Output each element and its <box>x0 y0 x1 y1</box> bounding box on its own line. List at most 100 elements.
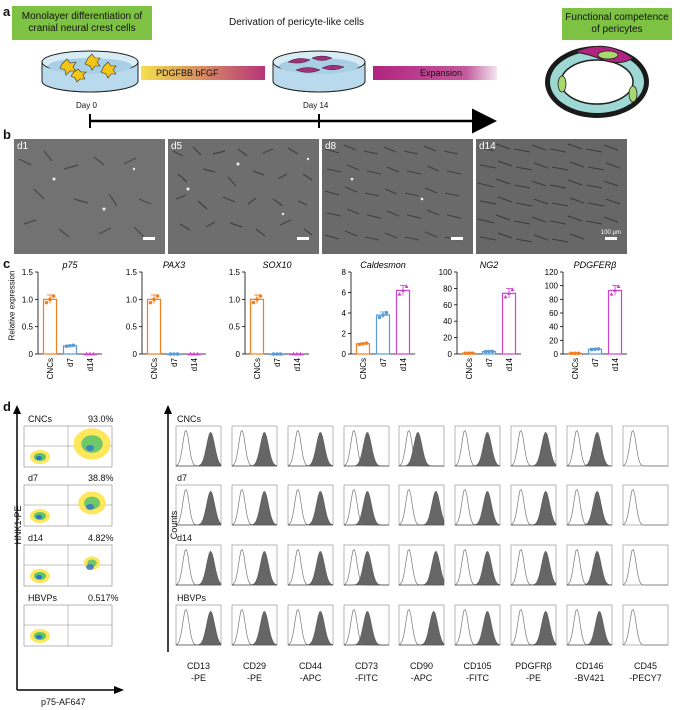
stained-histogram <box>511 610 557 646</box>
marker-label: PDGFRβ -PE <box>511 660 556 684</box>
box-left-line2: cranial neural crest cells <box>28 23 136 34</box>
bar-chart-2: SOX10 0 0.5 1.0 1.5 CNCs d7 d14 <box>229 260 309 379</box>
marker-fluorophore: -PECY7 <box>629 673 662 683</box>
marker-fluorophore: -PE <box>525 673 541 683</box>
data-point <box>573 351 577 356</box>
data-point <box>295 351 299 356</box>
dot-plot-d14 <box>23 544 113 587</box>
data-point <box>298 351 303 356</box>
data-point <box>271 352 276 356</box>
data-point <box>155 294 160 298</box>
scale-bar-text: 100 μm <box>600 230 621 236</box>
cell-texture <box>14 139 165 254</box>
panel-a-schematic <box>41 45 649 134</box>
stained-histogram <box>344 491 389 526</box>
histogram-frame <box>622 484 669 526</box>
population-peak <box>86 504 94 510</box>
marker-label: CD13 -PE <box>176 660 221 684</box>
category-label: d14 <box>190 357 199 371</box>
y-tick-label: 1.5 <box>22 268 34 277</box>
y-tick-label: 120 <box>545 268 559 277</box>
histogram-frame <box>622 544 669 586</box>
data-point <box>404 284 409 289</box>
data-point <box>192 351 196 356</box>
data-point <box>576 351 581 356</box>
marker-fluorophore: -PE <box>190 673 206 683</box>
histogram-row-label: d14 <box>177 533 193 543</box>
marker-label: CD90 -APC <box>399 660 444 684</box>
chart-title: p75 <box>61 260 78 270</box>
y-tick-label: 0 <box>554 350 559 359</box>
histogram <box>175 425 222 467</box>
box-right-line2: of pericytes <box>591 24 643 35</box>
histogram <box>566 425 613 467</box>
y-tick-label: 4 <box>342 309 347 318</box>
y-tick-label: 0.5 <box>22 323 34 332</box>
histogram <box>510 484 557 526</box>
stained-histogram <box>288 491 334 526</box>
stained-histogram <box>344 611 389 646</box>
category-label: d7 <box>273 357 282 366</box>
histogram <box>566 484 613 526</box>
y-tick-label: 40 <box>443 317 452 326</box>
category-label: d14 <box>611 357 620 371</box>
panel-c-label: c <box>3 256 11 271</box>
bar-CNCs <box>146 298 162 355</box>
bar-d14 <box>501 292 517 355</box>
arrow1-label: PDGFBB bFGF <box>156 68 219 78</box>
population-peak <box>86 564 94 570</box>
histogram <box>343 425 390 467</box>
marker-name: CD90 <box>409 661 433 671</box>
marker-label: CD105 -FITC <box>455 660 500 684</box>
box-monolayer-differentiation: Monolayer differentiation of cranial neu… <box>12 6 152 40</box>
data-point <box>377 315 382 320</box>
histogram <box>398 425 445 467</box>
data-point <box>510 287 515 292</box>
data-point <box>569 351 574 356</box>
bar-d14 <box>607 289 623 355</box>
stained-histogram <box>232 551 278 586</box>
category-label: CNCs <box>359 358 368 379</box>
category-label: d7 <box>485 357 494 366</box>
histogram-row-label: d7 <box>177 473 188 483</box>
population-low-peak <box>36 515 42 519</box>
isotype-control <box>622 430 668 467</box>
histogram <box>231 484 278 526</box>
arrow-expansion <box>373 66 497 80</box>
marker-name: CD44 <box>298 661 322 671</box>
y-tick-label: 20 <box>443 334 452 343</box>
histogram <box>343 484 390 526</box>
data-point <box>68 344 72 348</box>
histogram <box>398 544 445 586</box>
category-label: CNCs <box>253 358 262 379</box>
marker-fluorophore: -APC <box>410 673 433 683</box>
data-point <box>463 351 468 356</box>
scale-bar <box>605 237 617 240</box>
data-point <box>609 292 614 296</box>
marker-name: PDGFRβ <box>515 661 552 671</box>
data-point <box>64 344 69 349</box>
bar-CNCs <box>249 298 265 355</box>
y-tick-label: 8 <box>342 268 347 277</box>
histogram <box>287 604 334 646</box>
population-low-peak <box>36 456 42 460</box>
data-point <box>188 351 193 356</box>
histogram <box>454 544 501 586</box>
category-label: d14 <box>86 357 95 371</box>
micrograph-d1: d1 <box>14 139 165 254</box>
marker-fluorophore: -BV421 <box>574 673 605 683</box>
category-label: CNCs <box>150 358 159 379</box>
data-point <box>48 297 52 302</box>
histogram <box>454 425 501 467</box>
data-point <box>357 342 362 347</box>
scale-bar <box>451 237 463 240</box>
dot-plot-percentage: 93.0% <box>88 414 114 424</box>
stained-histogram <box>399 491 445 526</box>
bar-chart-4: NG2 0 20 40 60 80 100 CNCs d7 d14 <box>439 260 521 379</box>
y-tick-label: 0 <box>448 350 453 359</box>
data-point <box>195 351 200 356</box>
data-point <box>168 352 173 356</box>
data-point <box>589 347 594 352</box>
data-point <box>152 297 156 302</box>
histogram <box>398 604 445 646</box>
